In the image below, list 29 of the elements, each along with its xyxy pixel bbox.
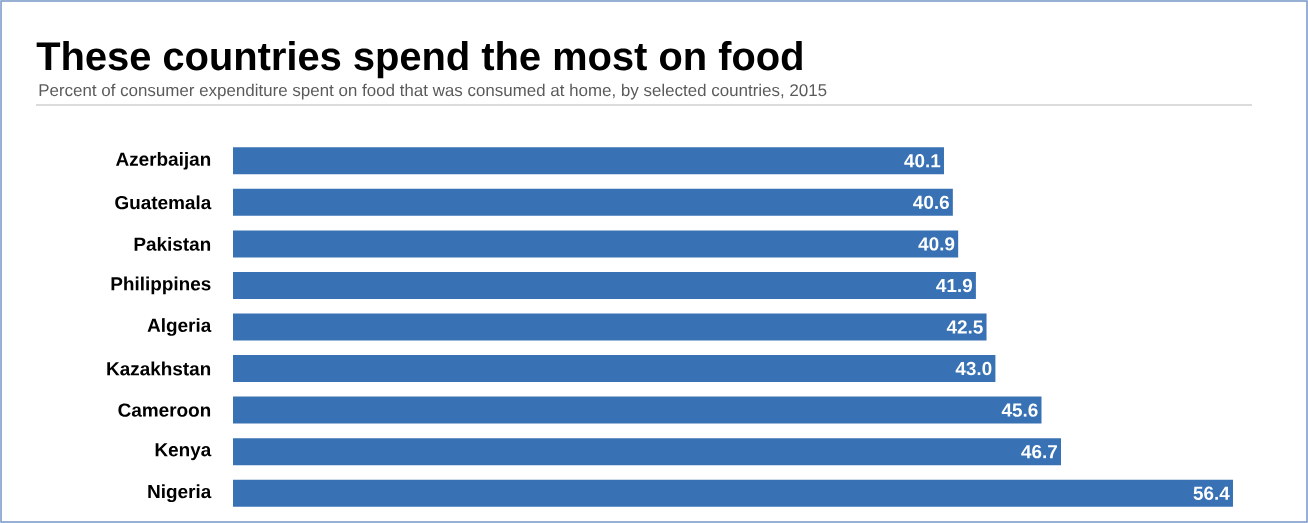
- y-tick-label: Cameroon: [118, 403, 211, 417]
- chart-subtitle: Percent of consumer expenditure spent on food that was consumed at home, by selected countries, 2015: [39, 83, 827, 100]
- y-tick-label: Algeria: [147, 318, 212, 336]
- bar: [233, 396, 1042, 424]
- bar: [233, 147, 944, 175]
- bar: [233, 355, 996, 383]
- chart-title: These countries spend the most on food: [36, 41, 802, 79]
- bar: [233, 438, 1061, 466]
- data-label: 40.6: [913, 195, 949, 210]
- bar: [233, 188, 953, 216]
- data-label: 42.5: [946, 320, 983, 334]
- bar: [233, 230, 959, 258]
- y-tick-label: Philippines: [111, 276, 211, 295]
- data-label: 56.4: [1193, 486, 1230, 500]
- y-tick-label: Kenya: [155, 443, 212, 461]
- data-label: 43.0: [955, 361, 992, 376]
- bar: [233, 313, 987, 341]
- y-tick-label: Guatemala: [115, 195, 212, 210]
- y-tick-label: Pakistan: [134, 236, 211, 251]
- y-tick-label: Kazakhstan: [107, 361, 211, 376]
- data-label: 40.9: [918, 237, 955, 251]
- data-label: 40.1: [904, 154, 941, 168]
- data-label: 45.6: [1001, 403, 1038, 417]
- bar: [233, 271, 976, 299]
- bar: [233, 479, 1233, 507]
- y-tick-label: Nigeria: [148, 484, 212, 503]
- data-label: 46.7: [1021, 444, 1057, 459]
- data-label: 41.9: [936, 278, 972, 293]
- y-tick-label: Azerbaijan: [115, 151, 211, 170]
